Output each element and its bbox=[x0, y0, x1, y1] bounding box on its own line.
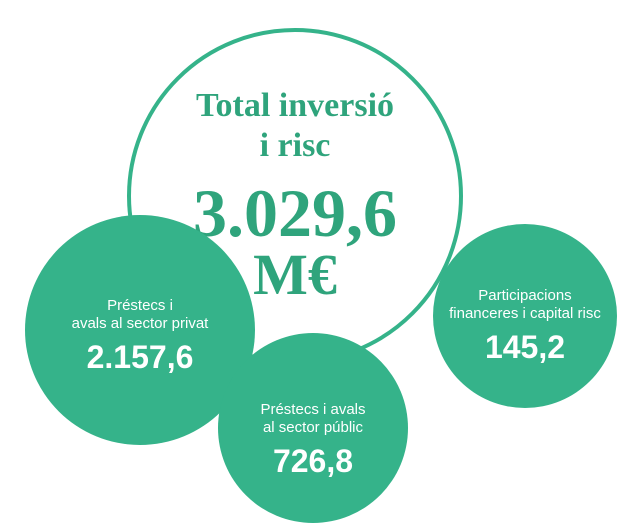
node-label: Préstecs i avals bbox=[260, 401, 365, 418]
center-value: 3.029,6 bbox=[193, 175, 397, 251]
center-title: i risc bbox=[260, 127, 331, 164]
node-label: financeres i capital risc bbox=[449, 305, 601, 322]
node-label: avals al sector privat bbox=[72, 315, 210, 332]
node-circle bbox=[433, 224, 617, 408]
node-value: 2.157,6 bbox=[87, 339, 194, 375]
node-value: 145,2 bbox=[485, 329, 565, 365]
node-circle bbox=[218, 333, 408, 523]
node-label: al sector públic bbox=[263, 419, 364, 436]
center-title: Total inversió bbox=[196, 87, 394, 124]
node-label: Préstecs i bbox=[107, 297, 173, 314]
node-circle bbox=[25, 215, 255, 445]
node-label: Participacions bbox=[478, 287, 571, 304]
center-unit: M€ bbox=[253, 242, 337, 307]
node-value: 726,8 bbox=[273, 443, 353, 479]
